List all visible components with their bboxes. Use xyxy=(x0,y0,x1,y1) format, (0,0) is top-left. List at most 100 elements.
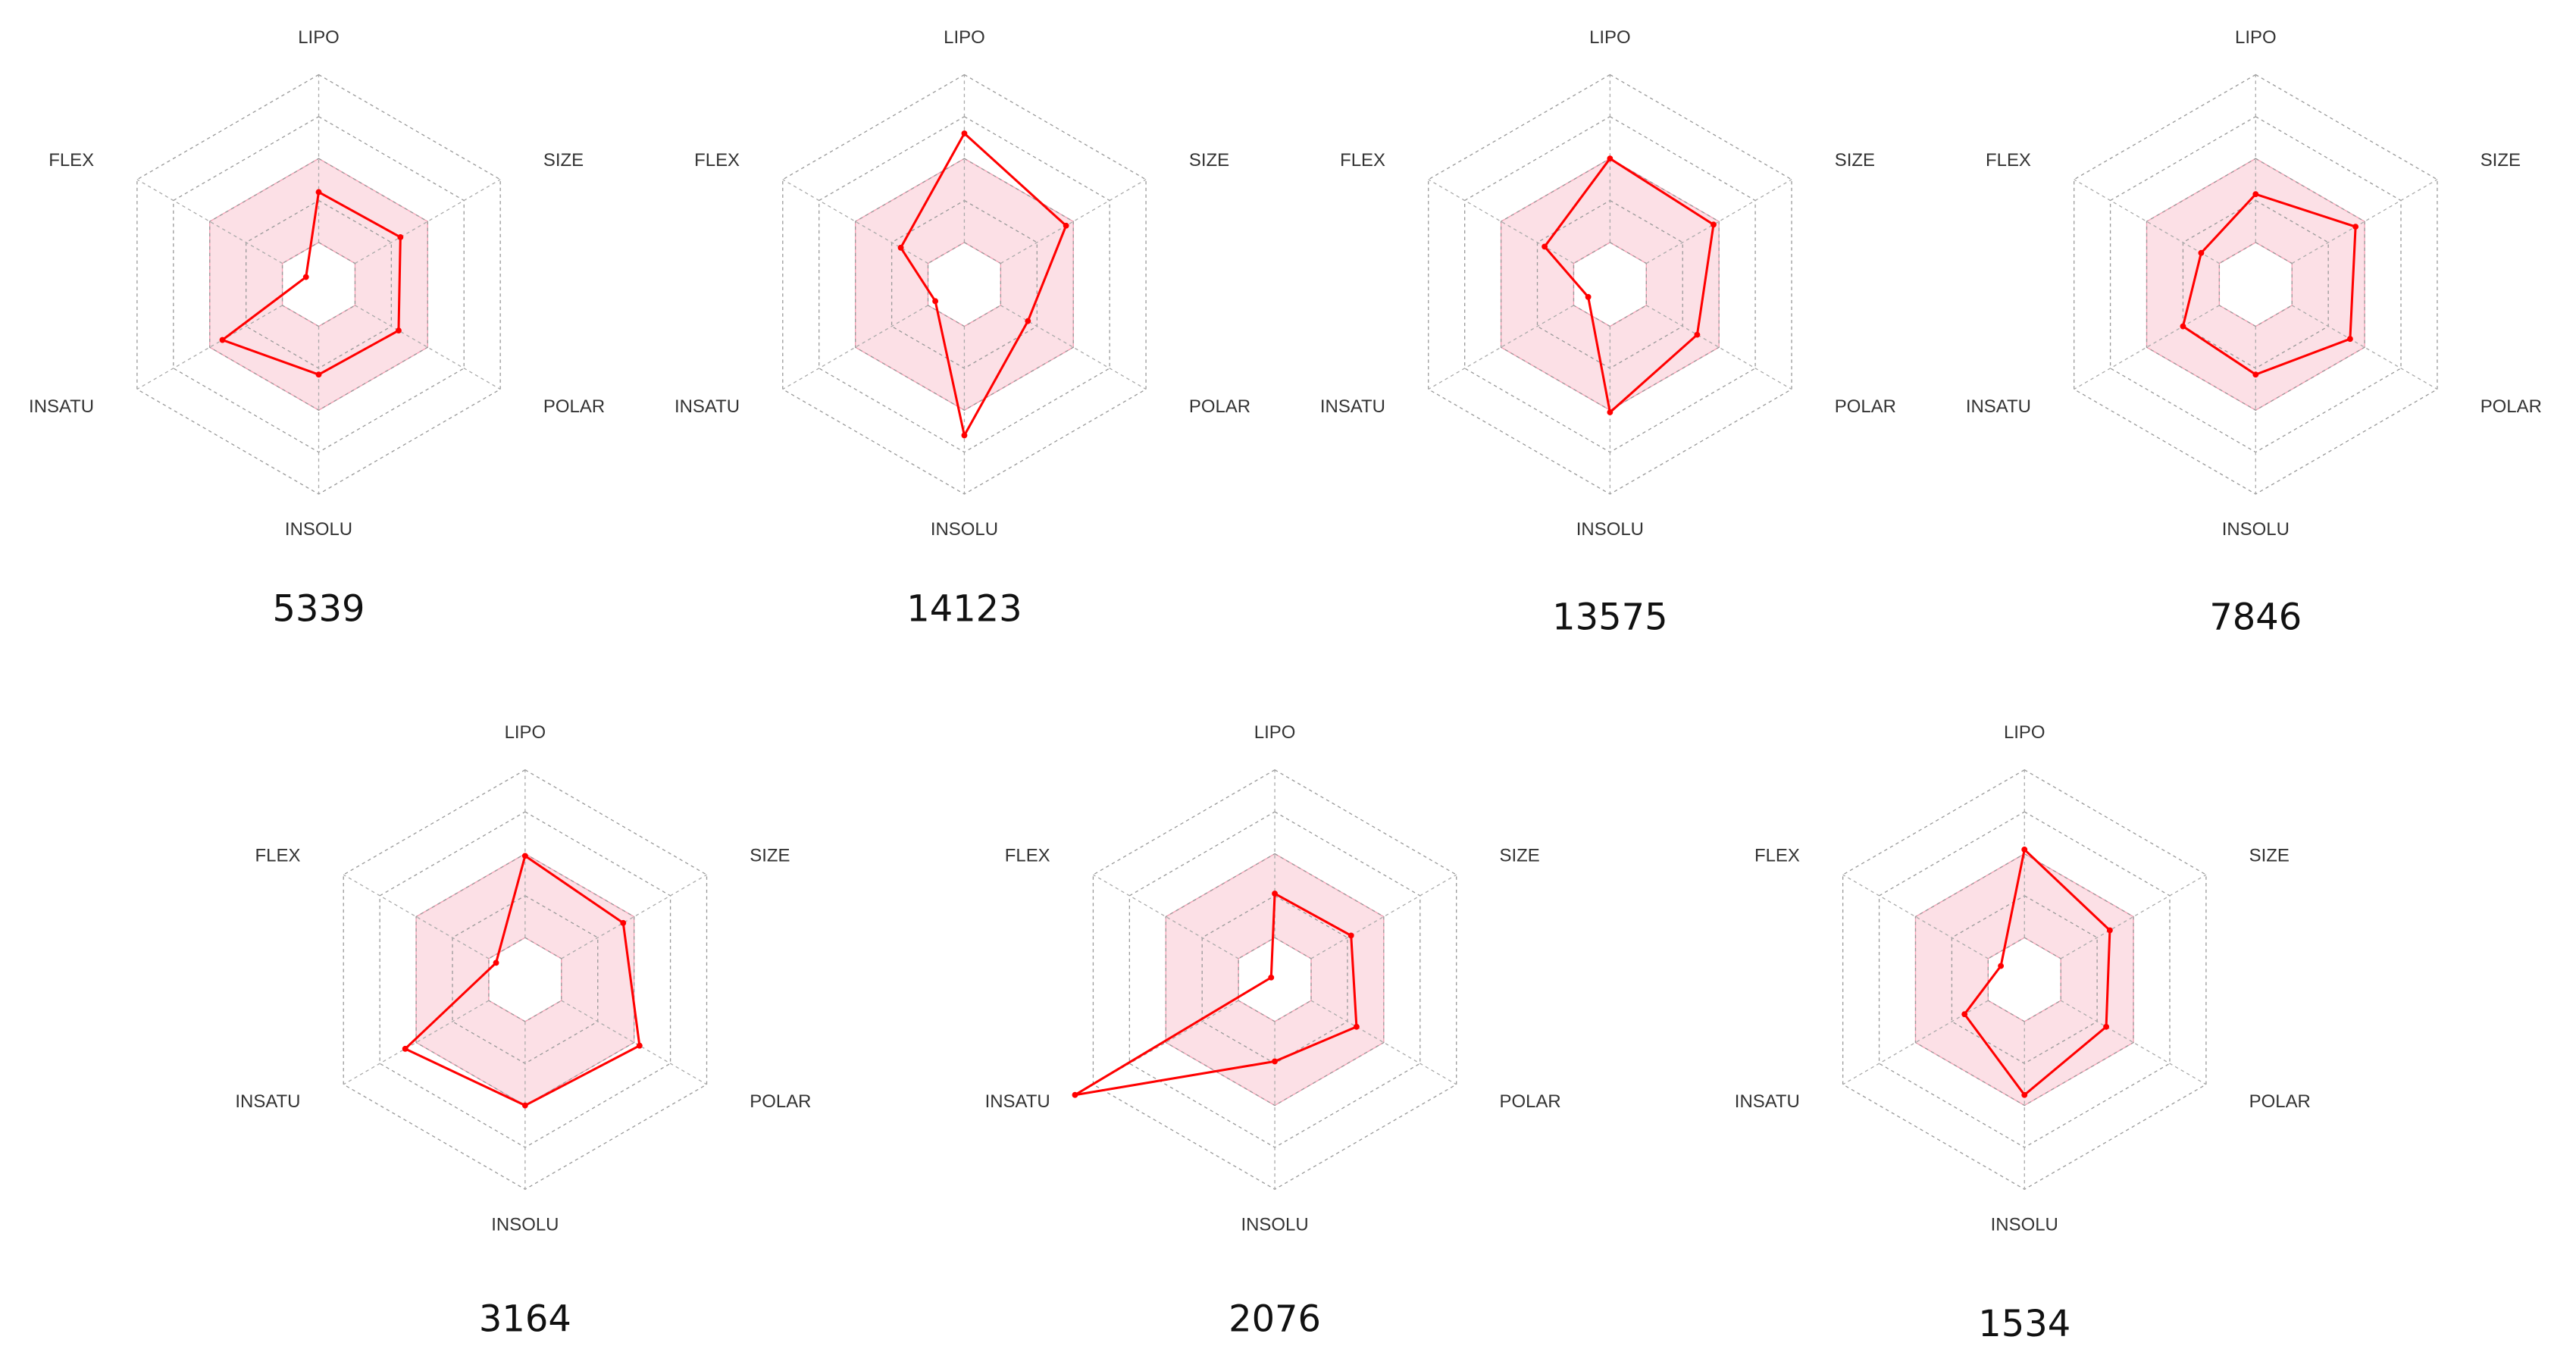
spoke xyxy=(1428,305,1574,390)
axis-label: FLEX xyxy=(1340,150,1385,171)
spoke xyxy=(1000,179,1147,265)
data-point xyxy=(315,189,322,196)
data-point xyxy=(1998,963,2005,969)
axis-label: POLAR xyxy=(1499,1091,1560,1112)
axis-label: POLAR xyxy=(1835,396,1896,417)
data-point xyxy=(2106,927,2113,934)
axis-label: POLAR xyxy=(543,396,605,417)
chart-title: 7846 xyxy=(2209,597,2302,639)
data-point xyxy=(219,337,226,343)
spoke xyxy=(1645,305,1792,390)
axis-label: SIZE xyxy=(750,846,790,866)
data-point xyxy=(1607,155,1614,162)
axis-label: SIZE xyxy=(1835,150,1875,171)
data-point xyxy=(2180,323,2186,330)
grid-ring xyxy=(1842,769,2207,1190)
spoke xyxy=(561,1000,707,1085)
radar-chart: LIPO SIZE POLAR INSOLU INSATU FLEX 5339 xyxy=(29,27,605,631)
spoke xyxy=(1000,305,1147,390)
grid-ring xyxy=(855,158,1074,412)
data-point xyxy=(1272,891,1278,897)
axis-label: POLAR xyxy=(2249,1091,2311,1112)
axis-label: FLEX xyxy=(694,150,740,171)
spoke xyxy=(2291,179,2438,265)
data-point xyxy=(932,298,939,305)
chart-title: 14123 xyxy=(906,589,1022,631)
chart-title: 13575 xyxy=(1552,597,1667,639)
radar-chart: LIPO SIZE POLAR INSOLU INSATU FLEX 14123 xyxy=(675,27,1250,631)
data-point xyxy=(1347,932,1354,939)
axis-label: INSATU xyxy=(985,1091,1050,1112)
axis-label: FLEX xyxy=(1754,846,1800,866)
axis-label: INSATU xyxy=(1320,396,1385,417)
axis-label: POLAR xyxy=(1189,396,1250,417)
data-point xyxy=(315,371,322,378)
axis-label: INSOLU xyxy=(1241,1214,1308,1235)
axis-label: FLEX xyxy=(49,150,94,171)
data-point xyxy=(402,1045,408,1052)
data-point xyxy=(1072,1091,1078,1098)
axis-label: SIZE xyxy=(1499,846,1539,866)
spoke xyxy=(136,305,283,390)
data-point xyxy=(396,327,402,334)
spoke xyxy=(136,179,283,265)
optimal-band xyxy=(1500,158,1720,412)
data-point xyxy=(397,234,404,240)
spoke xyxy=(561,874,707,959)
data-point xyxy=(521,853,528,859)
data-point xyxy=(521,1102,528,1109)
spoke xyxy=(2060,874,2207,959)
chart-title: 5339 xyxy=(273,589,365,631)
optimal-band xyxy=(1914,853,2134,1107)
spoke xyxy=(2074,305,2220,390)
axis-label: INSATU xyxy=(29,396,94,417)
data-point xyxy=(1268,974,1275,981)
spoke xyxy=(2060,1000,2207,1085)
spoke xyxy=(1645,179,1792,265)
data-point xyxy=(961,432,968,439)
grid-ring xyxy=(1428,74,1792,495)
data-point xyxy=(493,959,499,966)
radar-chart: LIPO SIZE POLAR INSOLU INSATU FLEX 1534 xyxy=(1735,722,2311,1345)
chart-title: 2076 xyxy=(1229,1299,1321,1341)
data-point xyxy=(620,919,627,926)
axis-label: LIPO xyxy=(298,27,340,48)
data-point xyxy=(2346,336,2353,343)
spoke xyxy=(2291,305,2438,390)
grid-ring xyxy=(2146,158,2365,412)
data-point xyxy=(636,1042,643,1049)
radar-chart: LIPO SIZE POLAR INSOLU INSATU FLEX 2076 xyxy=(985,722,1561,1340)
data-point xyxy=(1961,1011,1968,1018)
chart-title: 1534 xyxy=(1978,1304,2071,1345)
axis-label: INSOLU xyxy=(285,519,352,540)
axis-label: POLAR xyxy=(750,1091,811,1112)
data-point xyxy=(2198,249,2205,256)
spoke xyxy=(782,179,928,265)
data-point xyxy=(1607,409,1614,415)
grid-ring xyxy=(1165,853,1385,1107)
optimal-band xyxy=(855,158,1074,412)
spoke xyxy=(355,305,501,390)
grid-ring xyxy=(1914,853,2134,1107)
axis-label: INSOLU xyxy=(491,1214,559,1235)
axis-label: LIPO xyxy=(505,722,546,743)
axis-label: LIPO xyxy=(1254,722,1296,743)
spoke xyxy=(355,179,501,265)
data-point xyxy=(2103,1023,2110,1030)
data-point xyxy=(1353,1023,1360,1030)
data-point xyxy=(1542,243,1548,250)
data-point xyxy=(1025,318,1031,324)
axis-label: INSOLU xyxy=(1991,1214,2058,1235)
data-point xyxy=(2021,1091,2028,1098)
data-point xyxy=(2352,224,2359,230)
spoke xyxy=(1310,874,1457,959)
radar-chart: LIPO SIZE POLAR INSOLU INSATU FLEX 7846 xyxy=(1966,27,2542,639)
axis-label: SIZE xyxy=(2481,150,2521,171)
axis-label: POLAR xyxy=(2481,396,2542,417)
grid-ring xyxy=(1092,769,1457,1190)
axis-label: INSATU xyxy=(1966,396,2031,417)
spoke xyxy=(1310,1000,1457,1085)
axis-label: INSATU xyxy=(1735,1091,1800,1112)
